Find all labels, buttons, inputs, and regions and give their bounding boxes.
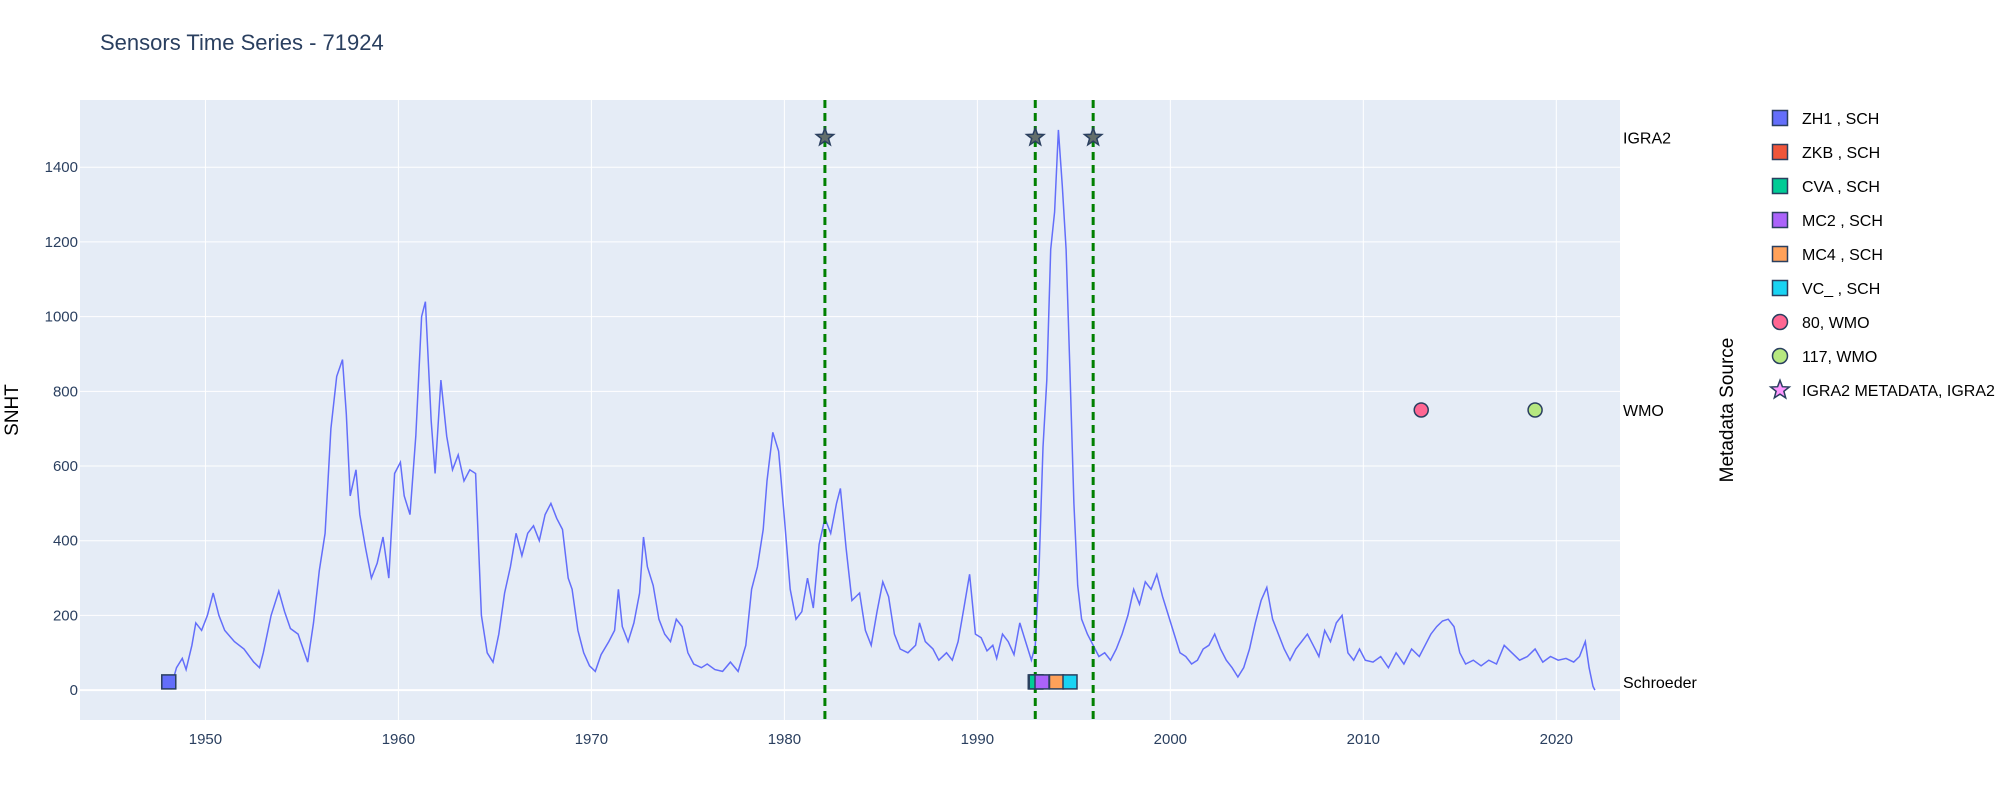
x-tick-label: 1980	[768, 731, 801, 748]
legend-item[interactable]: ZKB , SCH	[1771, 143, 1881, 163]
y-axis-ticks: 0 200 400 600 800 1000 1200 1400	[45, 159, 78, 699]
metadata-marker	[1082, 126, 1104, 147]
x-tick-label: 1990	[961, 731, 994, 748]
legend-swatch	[1771, 177, 1789, 195]
legend-swatch	[1771, 245, 1789, 263]
y-tick-label: 200	[53, 607, 78, 624]
metadata-marker	[1048, 674, 1065, 690]
y-tick-label: 600	[53, 458, 78, 475]
legend-label: MC2 , SCH	[1802, 213, 1883, 230]
legend-item[interactable]: MC4 , SCH	[1771, 245, 1883, 265]
legend-swatch	[1768, 378, 1792, 400]
legend-item[interactable]: VC_ , SCH	[1771, 279, 1881, 299]
source-category-label: IGRA2	[1623, 130, 1671, 147]
legend-swatch	[1771, 279, 1789, 297]
source-category-label: WMO	[1623, 403, 1664, 420]
legend-label: VC_ , SCH	[1802, 281, 1880, 298]
x-tick-label: 2010	[1347, 731, 1380, 748]
source-category-label: Schroeder	[1623, 675, 1697, 692]
legend-label: ZH1 , SCH	[1802, 111, 1879, 128]
legend-item[interactable]: 80, WMO	[1771, 313, 1870, 333]
snht-series-line	[164, 129, 1596, 691]
legend-swatch	[1771, 347, 1789, 365]
y-tick-label: 400	[53, 533, 78, 550]
metadata-source-categories: IGRA2 WMO Schroeder	[1623, 130, 1697, 692]
metadata-marker	[161, 674, 177, 690]
legend-label: ZKB , SCH	[1802, 145, 1880, 162]
legend-label: 117, WMO	[1802, 349, 1877, 366]
legend-item[interactable]: IGRA2 METADATA, IGRA2	[1768, 378, 1995, 400]
x-tick-label: 1950	[189, 731, 222, 748]
plot-area	[80, 100, 1620, 720]
metadata-marker	[814, 125, 836, 147]
right-axis-title: Metadata Source	[1717, 338, 1738, 483]
metadata-markers	[161, 125, 1543, 690]
x-axis-ticks: 1950 1960 1970 1980 1990 2000 2010 2020	[189, 731, 1573, 748]
legend-label: IGRA2 METADATA, IGRA2	[1802, 383, 1995, 400]
y-tick-label: 1400	[45, 159, 78, 176]
legend-swatch	[1771, 143, 1789, 161]
y-tick-label: 0	[70, 682, 78, 699]
legend[interactable]: ZH1 , SCH ZKB , SCH CVA , SCH MC2 , SCH MC4 …	[1768, 109, 1995, 401]
legend-item[interactable]: ZH1 , SCH	[1771, 109, 1880, 129]
gridlines	[80, 100, 1620, 720]
legend-item[interactable]: 117, WMO	[1771, 347, 1878, 367]
metadata-marker	[1527, 402, 1543, 418]
metadata-marker	[1034, 674, 1050, 690]
legend-label: CVA , SCH	[1802, 179, 1880, 196]
legend-item[interactable]: CVA , SCH	[1771, 177, 1880, 197]
legend-label: 80, WMO	[1802, 315, 1870, 332]
y-tick-label: 800	[53, 383, 78, 400]
metadata-marker	[1413, 402, 1429, 418]
x-tick-label: 1960	[382, 731, 415, 748]
y-tick-label: 1000	[45, 309, 78, 326]
legend-item[interactable]: MC2 , SCH	[1771, 211, 1883, 231]
x-tick-label: 2000	[1154, 731, 1187, 748]
legend-label: MC4 , SCH	[1802, 247, 1883, 264]
y-axis-title: SNHT	[2, 384, 23, 436]
metadata-marker	[1024, 126, 1046, 147]
legend-swatch	[1771, 109, 1789, 127]
metadata-marker	[1062, 674, 1078, 690]
x-tick-label: 1970	[575, 731, 608, 748]
legend-swatch	[1771, 211, 1789, 229]
y-tick-label: 1200	[45, 234, 78, 251]
legend-swatch	[1771, 313, 1789, 331]
x-tick-label: 2020	[1540, 731, 1573, 748]
chart-title: Sensors Time Series - 71924	[100, 30, 384, 55]
